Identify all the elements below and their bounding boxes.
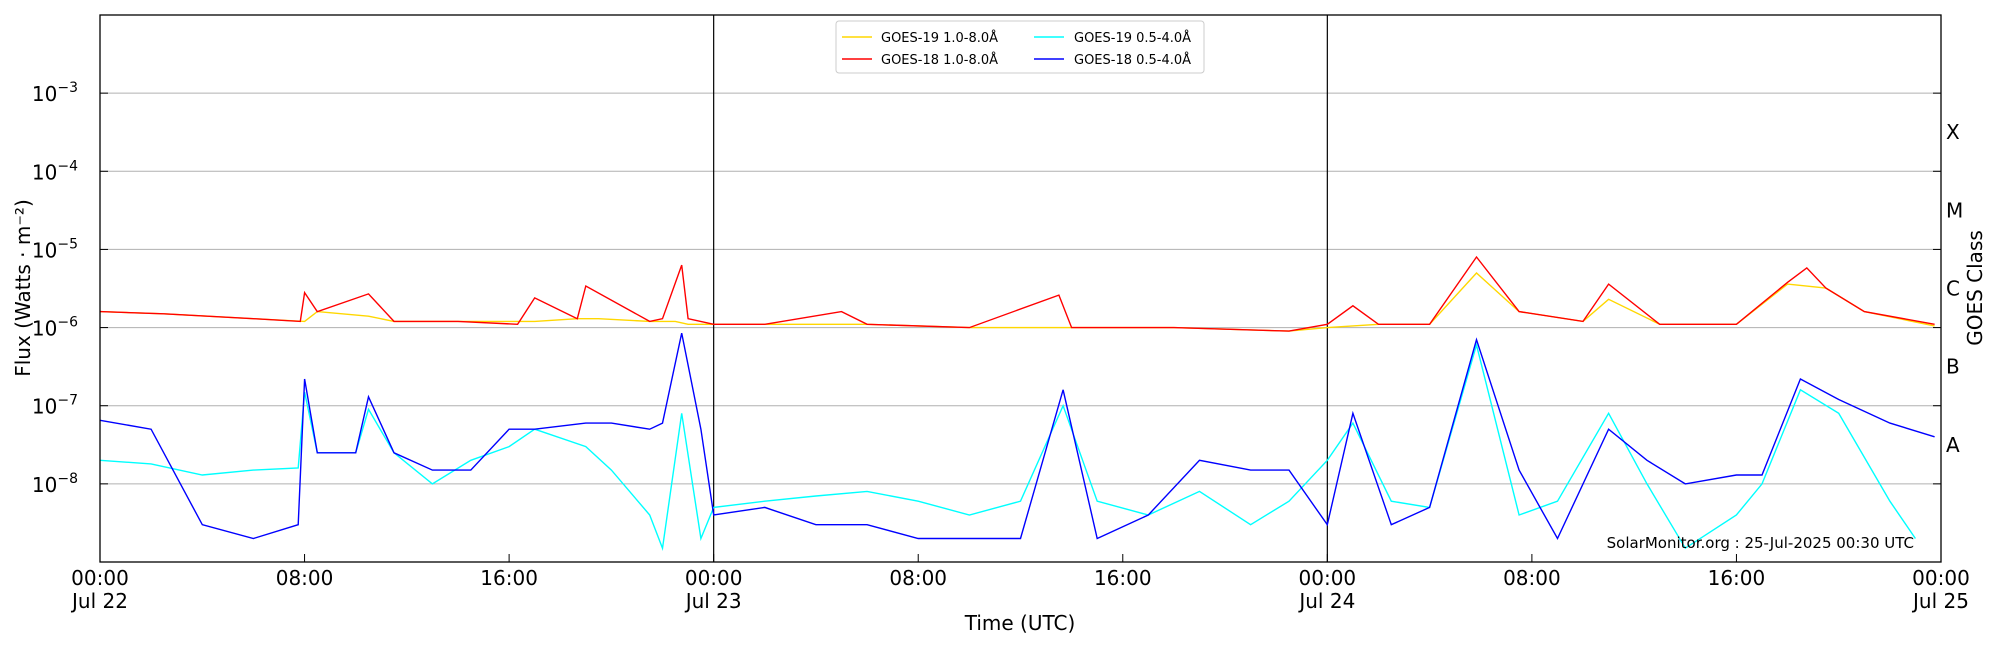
- series-lines: [99, 255, 1935, 551]
- x-tick-date-label: Jul 22: [70, 589, 128, 613]
- goes-class-label: B: [1946, 355, 1960, 379]
- y-tick-label: 10−4: [32, 158, 78, 184]
- legend-label: GOES-19 0.5-4.0Å: [1074, 30, 1191, 46]
- y-tick-label: 10−5: [32, 236, 78, 262]
- goes-class-label: A: [1946, 433, 1960, 457]
- x-tick-label: 08:00: [276, 566, 334, 590]
- series-line-goes18-short: [99, 332, 1935, 541]
- x-tick-label: 08:00: [889, 566, 947, 590]
- goes-class-label: C: [1946, 277, 1960, 301]
- x-tick-label: 00:00: [685, 566, 743, 590]
- y-tick-label: 10−6: [32, 315, 78, 341]
- y-tick-label: 10−8: [32, 471, 78, 497]
- x-tick-date-label: Jul 24: [1297, 589, 1355, 613]
- x-tick-label: 00:00: [71, 566, 129, 590]
- legend-box: [835, 20, 1205, 74]
- x-tick-date-label: Jul 25: [1911, 589, 1969, 613]
- x-axis-label: Time (UTC): [964, 611, 1076, 635]
- right-axis-label: GOES Class: [1963, 230, 1987, 346]
- goes-class-label: M: [1946, 198, 1963, 222]
- goes-class-labels: A B C M X: [1946, 120, 1963, 457]
- series-line-goes18-long: [99, 255, 1935, 332]
- day-dividers: [713, 15, 1328, 562]
- x-tick-label: 08:00: [1503, 566, 1561, 590]
- x-tick-label: 00:00: [1299, 566, 1357, 590]
- y-tick-label: 10−3: [32, 80, 78, 106]
- watermark-annotation: SolarMonitor.org : 25-Jul-2025 00:30 UTC: [1607, 534, 1914, 552]
- y-axis-ticks: 10−8 10−7 10−6 10−5 10−4 10−3: [32, 80, 1941, 497]
- goes-class-label: X: [1946, 120, 1960, 144]
- plot-frame: [99, 14, 1942, 563]
- y-axis-label: Flux (Watts · m⁻²): [11, 199, 35, 377]
- series-line-goes19-short: [99, 342, 1916, 551]
- legend-label: GOES-18 1.0-8.0Å: [881, 52, 998, 68]
- y-tick-label: 10−7: [32, 393, 78, 419]
- x-tick-label: 16:00: [480, 566, 538, 590]
- legend-label: GOES-18 0.5-4.0Å: [1074, 52, 1191, 68]
- legend: GOES-19 1.0-8.0Å GOES-18 1.0-8.0Å GOES-1…: [835, 20, 1205, 74]
- x-tick-label: 16:00: [1708, 566, 1766, 590]
- x-tick-label: 16:00: [1094, 566, 1152, 590]
- legend-label: GOES-19 1.0-8.0Å: [881, 30, 998, 46]
- x-tick-date-label: Jul 23: [684, 589, 742, 613]
- grid-lines: [100, 92, 1941, 485]
- x-tick-label: 00:00: [1912, 566, 1970, 590]
